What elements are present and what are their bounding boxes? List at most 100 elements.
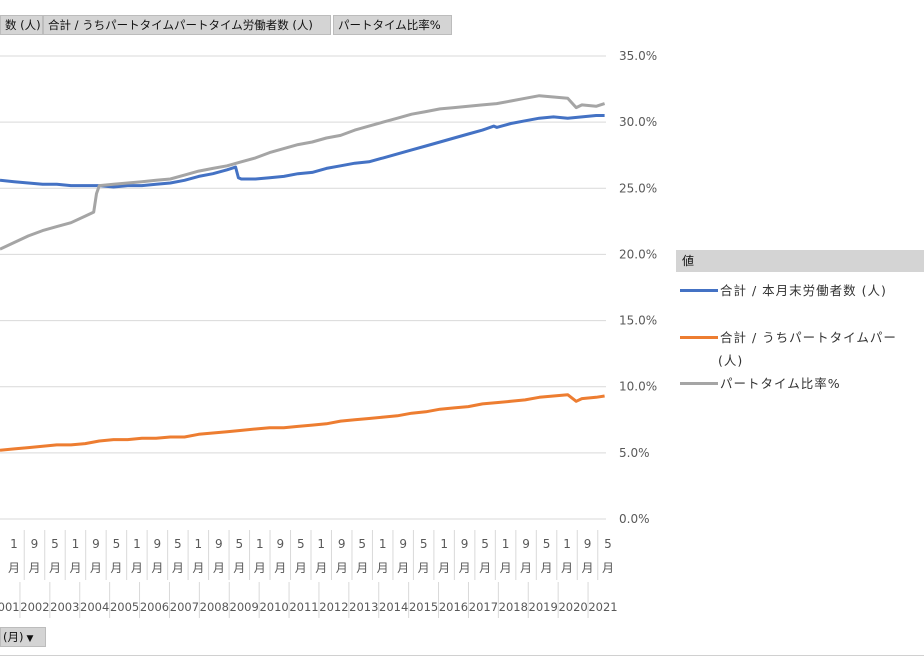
x-month-label: 5 xyxy=(235,537,243,551)
x-year-label: 2014 xyxy=(379,600,408,614)
x-month-label: 9 xyxy=(215,537,223,551)
x-month-suffix: 月 xyxy=(28,561,40,575)
legend-swatch-blue xyxy=(680,289,718,292)
legend-swatch-orange xyxy=(680,336,718,339)
x-month-suffix: 月 xyxy=(582,561,594,575)
x-year-label: 2001 xyxy=(0,600,20,614)
x-month-label: 1 xyxy=(440,537,448,551)
x-month-suffix: 月 xyxy=(315,561,327,575)
x-month-label: 5 xyxy=(174,537,182,551)
x-month-label: 1 xyxy=(195,537,203,551)
x-year-label: 2020 xyxy=(558,600,587,614)
x-month-suffix: 月 xyxy=(418,561,430,575)
x-year-label: 2006 xyxy=(140,600,169,614)
x-month-label: 1 xyxy=(317,537,325,551)
x-axis-tick-labels: 1月9月5月1月9月5月1月9月5月1月9月5月1月9月5月1月9月5月1月9月… xyxy=(0,530,618,618)
divider xyxy=(0,655,924,656)
x-month-suffix: 月 xyxy=(438,561,450,575)
x-month-suffix: 月 xyxy=(295,561,307,575)
x-month-label: 9 xyxy=(522,537,530,551)
right-axis-tick-label: 35.0% xyxy=(619,49,657,63)
x-month-label: 1 xyxy=(10,537,18,551)
x-year-label: 2019 xyxy=(529,600,558,614)
x-month-label: 9 xyxy=(154,537,162,551)
x-month-label: 9 xyxy=(92,537,100,551)
legend-label: 合計 / 本月末労働者数 (人) xyxy=(720,283,887,298)
x-year-label: 2016 xyxy=(439,600,468,614)
x-month-suffix: 月 xyxy=(397,561,409,575)
right-axis-tick-label: 30.0% xyxy=(619,115,657,129)
right-axis-tick-label: 5.0% xyxy=(619,446,650,460)
x-year-label: 2010 xyxy=(259,600,288,614)
x-month-label: 5 xyxy=(543,537,551,551)
x-month-label: 5 xyxy=(51,537,59,551)
x-year-label: 2012 xyxy=(319,600,348,614)
legend-label: 合計 / うちパートタイムパー xyxy=(720,330,897,345)
x-month-suffix: 月 xyxy=(520,561,532,575)
x-month-suffix: 月 xyxy=(336,561,348,575)
x-year-label: 2011 xyxy=(289,600,318,614)
right-axis-tick-label: 0.0% xyxy=(619,512,650,526)
legend-item-parttime-workers[interactable]: 合計 / うちパートタイムパー (人) xyxy=(680,327,897,369)
x-month-suffix: 月 xyxy=(500,561,512,575)
x-month-label: 1 xyxy=(133,537,141,551)
x-month-label: 9 xyxy=(399,537,407,551)
x-month-label: 5 xyxy=(297,537,305,551)
x-month-suffix: 月 xyxy=(541,561,553,575)
x-month-label: 1 xyxy=(72,537,80,551)
field-button-parttime-workers[interactable]: 合計 / うちパートタイムパートタイム労働者数 (人) xyxy=(43,15,331,35)
legend-item-total-workers[interactable]: 合計 / 本月末労働者数 (人) xyxy=(680,280,887,299)
x-month-suffix: 月 xyxy=(131,561,143,575)
x-year-label: 2008 xyxy=(200,600,229,614)
dropdown-arrow-icon: ▼ xyxy=(26,634,34,644)
x-month-label: 9 xyxy=(584,537,592,551)
axis-field-button-month[interactable]: (月) ▼ xyxy=(0,627,46,647)
series-line-1 xyxy=(0,393,605,452)
right-axis-tick-label: 25.0% xyxy=(619,181,657,195)
x-month-suffix: 月 xyxy=(356,561,368,575)
right-axis-tick-label: 10.0% xyxy=(619,380,657,394)
x-month-label: 9 xyxy=(31,537,39,551)
x-month-suffix: 月 xyxy=(172,561,184,575)
x-month-suffix: 月 xyxy=(459,561,471,575)
axis-field-label: (月) xyxy=(3,630,24,644)
x-year-label: 2021 xyxy=(588,600,617,614)
legend-item-parttime-ratio[interactable]: パートタイム比率% xyxy=(680,373,841,392)
x-year-label: 2003 xyxy=(50,600,79,614)
right-axis-tick-label: 15.0% xyxy=(619,314,657,328)
x-month-label: 1 xyxy=(379,537,387,551)
x-month-label: 1 xyxy=(256,537,264,551)
x-month-suffix: 月 xyxy=(479,561,491,575)
series-line-2 xyxy=(0,94,606,251)
x-month-label: 1 xyxy=(502,537,510,551)
x-month-suffix: 月 xyxy=(213,561,225,575)
x-month-suffix: 月 xyxy=(49,561,61,575)
x-month-label: 9 xyxy=(461,537,469,551)
x-month-suffix: 月 xyxy=(8,561,20,575)
x-month-suffix: 月 xyxy=(151,561,163,575)
field-button-parttime-ratio[interactable]: パートタイム比率% xyxy=(333,15,452,35)
right-axis-tick-labels: 35.0% 30.0% 25.0% 20.0% 15.0% 10.0% 5.0% 0.0% xyxy=(619,49,657,526)
x-month-suffix: 月 xyxy=(254,561,266,575)
x-month-label: 9 xyxy=(338,537,346,551)
x-year-label: 2007 xyxy=(170,600,199,614)
grid-lines xyxy=(0,55,606,520)
x-year-label: 2002 xyxy=(20,600,49,614)
x-month-suffix: 月 xyxy=(602,561,614,575)
x-month-suffix: 月 xyxy=(233,561,245,575)
x-month-suffix: 月 xyxy=(377,561,389,575)
x-year-label: 2017 xyxy=(469,600,498,614)
x-month-suffix: 月 xyxy=(192,561,204,575)
legend-label: パートタイム比率% xyxy=(720,376,841,391)
x-year-label: 2009 xyxy=(230,600,259,614)
legend-title: 値 xyxy=(676,250,924,272)
x-month-label: 5 xyxy=(358,537,366,551)
field-button-total-workers[interactable]: 数 (人) xyxy=(0,15,43,35)
x-month-label: 5 xyxy=(604,537,612,551)
x-month-suffix: 月 xyxy=(69,561,81,575)
x-year-label: 2004 xyxy=(80,600,109,614)
x-year-label: 2015 xyxy=(409,600,438,614)
x-month-label: 9 xyxy=(276,537,284,551)
x-year-label: 2005 xyxy=(110,600,139,614)
x-month-label: 5 xyxy=(113,537,121,551)
